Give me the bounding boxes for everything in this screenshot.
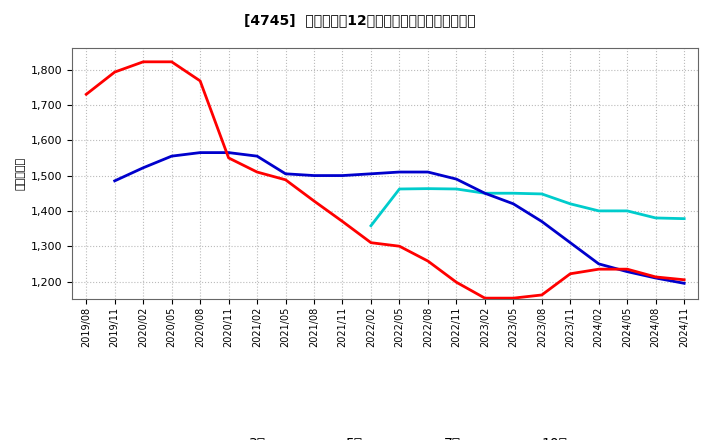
5年 (282, 171, 290, 176)
7年 (452, 187, 461, 192)
3年 (680, 277, 688, 282)
5年 (395, 169, 404, 175)
5年 (167, 154, 176, 159)
7年 (566, 201, 575, 206)
3年 (82, 92, 91, 97)
5年 (423, 169, 432, 175)
3年 (282, 177, 290, 183)
7年 (623, 208, 631, 213)
3年 (566, 271, 575, 276)
3年 (652, 274, 660, 279)
3年 (537, 292, 546, 297)
3年 (452, 279, 461, 285)
3年 (253, 169, 261, 175)
7年 (537, 191, 546, 197)
5年 (480, 191, 489, 196)
3年 (480, 296, 489, 301)
7年 (366, 223, 375, 228)
5年 (139, 165, 148, 170)
5年 (509, 201, 518, 206)
Legend: 3年, 5年, 7年, 10年: 3年, 5年, 7年, 10年 (197, 429, 573, 440)
5年 (623, 269, 631, 274)
5年 (566, 240, 575, 246)
3年 (225, 155, 233, 161)
3年 (395, 244, 404, 249)
7年 (509, 191, 518, 196)
3年 (110, 70, 119, 75)
5年 (225, 150, 233, 155)
5年 (253, 154, 261, 159)
3年 (310, 198, 318, 204)
3年 (623, 267, 631, 272)
7年 (680, 216, 688, 221)
3年 (139, 59, 148, 65)
5年 (452, 176, 461, 182)
3年 (338, 219, 347, 224)
5年 (595, 261, 603, 267)
3年 (595, 267, 603, 272)
Line: 3年: 3年 (86, 62, 684, 298)
3年 (167, 59, 176, 65)
3年 (423, 258, 432, 264)
Line: 5年: 5年 (114, 153, 684, 283)
5年 (110, 178, 119, 183)
3年 (509, 296, 518, 301)
5年 (680, 281, 688, 286)
7年 (595, 208, 603, 213)
7年 (652, 215, 660, 220)
5年 (366, 171, 375, 176)
7年 (423, 186, 432, 191)
5年 (310, 173, 318, 178)
5年 (338, 173, 347, 178)
Text: [4745]  当期純利益12か月移動合計の平均値の推移: [4745] 当期純利益12か月移動合計の平均値の推移 (244, 13, 476, 27)
5年 (537, 219, 546, 224)
7年 (480, 191, 489, 196)
5年 (196, 150, 204, 155)
3年 (366, 240, 375, 246)
5年 (652, 275, 660, 281)
Y-axis label: （百万円）: （百万円） (15, 157, 25, 191)
7年 (395, 187, 404, 192)
Line: 7年: 7年 (371, 189, 684, 226)
3年 (196, 78, 204, 84)
